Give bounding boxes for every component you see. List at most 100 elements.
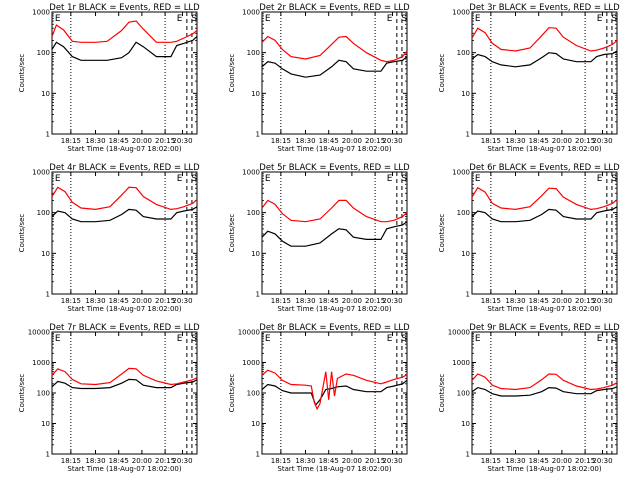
corner-label: S xyxy=(611,174,617,184)
panel-title: Det 8r BLACK = Events, RED = LLD xyxy=(259,323,410,333)
y-tick-label: 1 xyxy=(466,291,470,299)
plot-frame xyxy=(51,11,198,135)
x-tick-label: 18:15 xyxy=(61,457,81,465)
x-tick-label: 18:45 xyxy=(529,457,549,465)
series-line-black xyxy=(471,206,618,223)
y-axis-label: Counts/sec xyxy=(438,54,446,93)
x-tick-label: 18:45 xyxy=(319,137,339,145)
series-line-red xyxy=(51,20,198,43)
x-axis-label: Start Time (18-Aug-07 18:02:00) xyxy=(487,305,601,313)
panel-title: Det 5r BLACK = Events, RED = LLD xyxy=(259,163,410,173)
x-tick-label: 18:45 xyxy=(319,457,339,465)
x-tick-label: 18:30 xyxy=(505,297,525,305)
panel-2: Det 2r BLACK = Events, RED = LLD 1 10 100 10… xyxy=(228,3,410,153)
corner-label: E xyxy=(177,334,183,344)
x-tick-label: 20:00 xyxy=(552,297,572,305)
x-tick-label: 18:45 xyxy=(529,137,549,145)
y-tick-label: 10000 xyxy=(238,329,260,337)
y-tick-label: 10000 xyxy=(28,329,50,337)
x-tick-label: 18:30 xyxy=(85,457,105,465)
x-tick-label: 20:30 xyxy=(592,137,612,145)
x-axis-label: Start Time (18-Aug-07 18:02:00) xyxy=(277,305,391,313)
x-axis-label: Start Time (18-Aug-07 18:02:00) xyxy=(277,145,391,153)
corner-label: E xyxy=(177,14,183,24)
plot-frame xyxy=(51,171,198,295)
x-tick-label: 18:30 xyxy=(85,297,105,305)
x-tick-label: 18:30 xyxy=(505,457,525,465)
panel-9: Det 9r BLACK = Events, RED = LLD 1 10 100 10… xyxy=(438,323,620,473)
x-tick-label: 18:45 xyxy=(529,297,549,305)
panel-3: Det 3r BLACK = Events, RED = LLD 1 10 100 10… xyxy=(438,3,620,153)
y-tick-label: 1000 xyxy=(242,9,260,17)
y-tick-label: 10 xyxy=(41,250,50,258)
x-tick-label: 18:15 xyxy=(481,297,501,305)
corner-label: E xyxy=(265,174,271,184)
corner-label: E xyxy=(475,174,481,184)
x-tick-label: 20:30 xyxy=(172,297,192,305)
x-tick-label: 18:15 xyxy=(481,457,501,465)
corner-label: S xyxy=(611,334,617,344)
panel-title: Det 3r BLACK = Events, RED = LLD xyxy=(469,3,620,13)
x-tick-label: 20:15 xyxy=(365,457,385,465)
y-tick-label: 1000 xyxy=(242,359,260,367)
x-axis-label: Start Time (18-Aug-07 18:02:00) xyxy=(67,145,181,153)
corner-label: E xyxy=(55,174,61,184)
panel-title: Det 9r BLACK = Events, RED = LLD xyxy=(469,323,620,333)
x-tick-label: 20:00 xyxy=(132,457,152,465)
y-tick-label: 100 xyxy=(457,390,470,398)
x-tick-label: 18:15 xyxy=(271,137,291,145)
x-tick-label: 20:15 xyxy=(365,137,385,145)
series-line-black xyxy=(261,221,408,247)
y-axis-label: Counts/sec xyxy=(18,214,26,253)
series-line-red xyxy=(51,367,198,386)
series-line-black xyxy=(51,378,198,390)
series-line-red xyxy=(261,35,408,63)
series-line-red xyxy=(471,186,618,211)
y-axis-label: Counts/sec xyxy=(228,54,236,93)
y-tick-label: 100 xyxy=(247,390,260,398)
x-tick-label: 20:30 xyxy=(382,137,402,145)
series-line-black xyxy=(471,386,618,397)
series-line-black xyxy=(261,56,408,78)
x-tick-label: 20:00 xyxy=(132,297,152,305)
y-tick-label: 10 xyxy=(251,250,260,258)
x-tick-label: 20:00 xyxy=(552,137,572,145)
series-line-black xyxy=(261,379,408,407)
x-tick-label: 18:30 xyxy=(295,297,315,305)
corner-label: E xyxy=(177,174,183,184)
x-tick-label: 18:15 xyxy=(61,297,81,305)
panel-title: Det 6r BLACK = Events, RED = LLD xyxy=(469,163,620,173)
x-tick-label: 20:30 xyxy=(592,297,612,305)
panel-title: Det 4r BLACK = Events, RED = LLD xyxy=(49,163,200,173)
x-tick-label: 18:30 xyxy=(505,137,525,145)
x-tick-label: 20:30 xyxy=(172,137,192,145)
series-line-red xyxy=(261,199,408,223)
x-axis-label: Start Time (18-Aug-07 18:02:00) xyxy=(277,465,391,473)
x-axis-label: Start Time (18-Aug-07 18:02:00) xyxy=(487,465,601,473)
panel-title: Det 7r BLACK = Events, RED = LLD xyxy=(49,323,200,333)
y-axis-label: Counts/sec xyxy=(228,374,236,413)
y-tick-label: 100 xyxy=(37,49,50,57)
y-tick-label: 100 xyxy=(37,209,50,217)
corner-label: E xyxy=(475,334,481,344)
panel-title: Det 1r BLACK = Events, RED = LLD xyxy=(49,3,200,13)
corner-label: S xyxy=(191,14,197,24)
y-tick-label: 1000 xyxy=(452,9,470,17)
series-line-red xyxy=(261,369,408,411)
x-tick-label: 18:30 xyxy=(85,137,105,145)
y-tick-label: 1 xyxy=(46,131,50,139)
corner-label: E xyxy=(597,14,603,24)
x-tick-label: 20:30 xyxy=(592,457,612,465)
corner-label: S xyxy=(401,334,407,344)
x-tick-label: 20:30 xyxy=(382,297,402,305)
panel-8: Det 8r BLACK = Events, RED = LLD 1 10 100 10… xyxy=(228,323,410,473)
corner-label: S xyxy=(191,334,197,344)
corner-label: E xyxy=(387,334,393,344)
y-tick-label: 10000 xyxy=(448,329,470,337)
x-tick-label: 20:15 xyxy=(575,457,595,465)
x-tick-label: 18:45 xyxy=(319,297,339,305)
corner-label: E xyxy=(475,14,481,24)
y-tick-label: 1000 xyxy=(452,169,470,177)
